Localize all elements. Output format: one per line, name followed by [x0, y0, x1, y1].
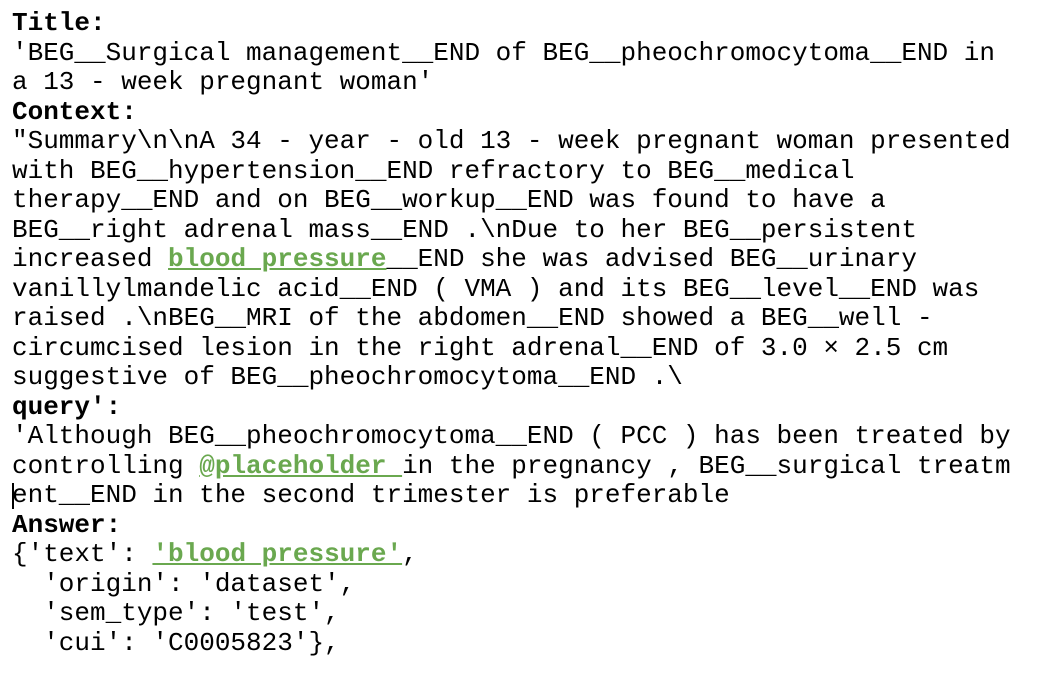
highlighted-entity: 'blood pressure': [152, 539, 403, 569]
text-line: 'cui': 'C0005823'},: [12, 627, 340, 659]
query-label: query':: [12, 391, 122, 422]
text-line: 'sem_type': 'test',: [12, 598, 340, 629]
text-line: {'text': 'blood pressure',: [12, 539, 418, 570]
text-line: controlling @placeholder in the pregnanc…: [12, 450, 1011, 482]
text-line: with BEG__hypertension__END refractory t…: [12, 155, 855, 187]
context-text: therapy__END and on BEG__workup__END was…: [12, 185, 886, 215]
text-line: 'Although BEG__pheochromocytoma__END ( P…: [12, 421, 1011, 452]
context-label: Context:: [12, 96, 137, 127]
query-text: 'Although BEG__pheochromocytoma__END ( P…: [12, 421, 1011, 451]
text-line: 'origin': 'dataset',: [12, 568, 356, 600]
text-line: query':: [12, 391, 122, 423]
text-line: Answer:: [12, 509, 122, 541]
text-line: BEG__right adrenal mass__END .\nDue to h…: [12, 214, 917, 246]
highlighted-entity: blood pressure: [168, 244, 387, 274]
answer-text: 'cui': 'C0005823'},: [12, 627, 340, 658]
context-text: vanillylmandelic acid__END ( VMA ) and i…: [12, 273, 980, 304]
text-line: "Summary\n\nA 34 - year - old 13 - week …: [12, 126, 1011, 157]
text-line: a 13 - week pregnant woman': [12, 67, 434, 98]
context-text: circumcised lesion in the right adrenal_…: [12, 332, 949, 363]
query-text: in the pregnancy , BEG__surgical treatm: [402, 450, 1011, 481]
answer-text: ,: [402, 539, 418, 569]
context-text: suggestive of BEG__pheochromocytoma__END…: [12, 362, 683, 392]
context-text: __END she was advised BEG__urinary: [386, 244, 917, 274]
text-line: ent__END in the second trimester is pref…: [12, 480, 730, 511]
title-label: Title:: [12, 8, 106, 38]
context-text: raised .\nBEG__MRI of the abdomen__END s…: [12, 303, 933, 333]
context-text: "Summary\n\nA 34 - year - old 13 - week …: [12, 126, 1011, 156]
context-text: BEG__right adrenal mass__END .\nDue to h…: [12, 214, 917, 245]
text-line: suggestive of BEG__pheochromocytoma__END…: [12, 362, 683, 393]
text-line: Title:: [12, 8, 106, 39]
text-line: increased blood pressure__END she was ad…: [12, 244, 917, 275]
answer-text: 'sem_type': 'test',: [12, 598, 340, 628]
title-text: 'BEG__Surgical management__END of BEG__p…: [12, 37, 995, 68]
answer-label: Answer:: [12, 509, 122, 540]
text-line: Context:: [12, 96, 137, 128]
context-text: with BEG__hypertension__END refractory t…: [12, 155, 855, 186]
text-line: 'BEG__Surgical management__END of BEG__p…: [12, 37, 995, 69]
highlighted-entity: @placeholder: [199, 450, 403, 481]
text-line: therapy__END and on BEG__workup__END was…: [12, 185, 886, 216]
text-line: vanillylmandelic acid__END ( VMA ) and i…: [12, 273, 980, 305]
text-line: circumcised lesion in the right adrenal_…: [12, 332, 949, 364]
text-cursor: [12, 483, 14, 509]
text-line: raised .\nBEG__MRI of the abdomen__END s…: [12, 303, 933, 334]
answer-text: 'origin': 'dataset',: [12, 568, 356, 599]
query-text: controlling: [12, 450, 200, 481]
answer-text: {'text':: [12, 539, 153, 569]
query-text: ent__END in the second trimester is pref…: [12, 480, 730, 510]
title-text: a 13 - week pregnant woman': [12, 67, 434, 97]
context-text: increased: [12, 244, 169, 274]
